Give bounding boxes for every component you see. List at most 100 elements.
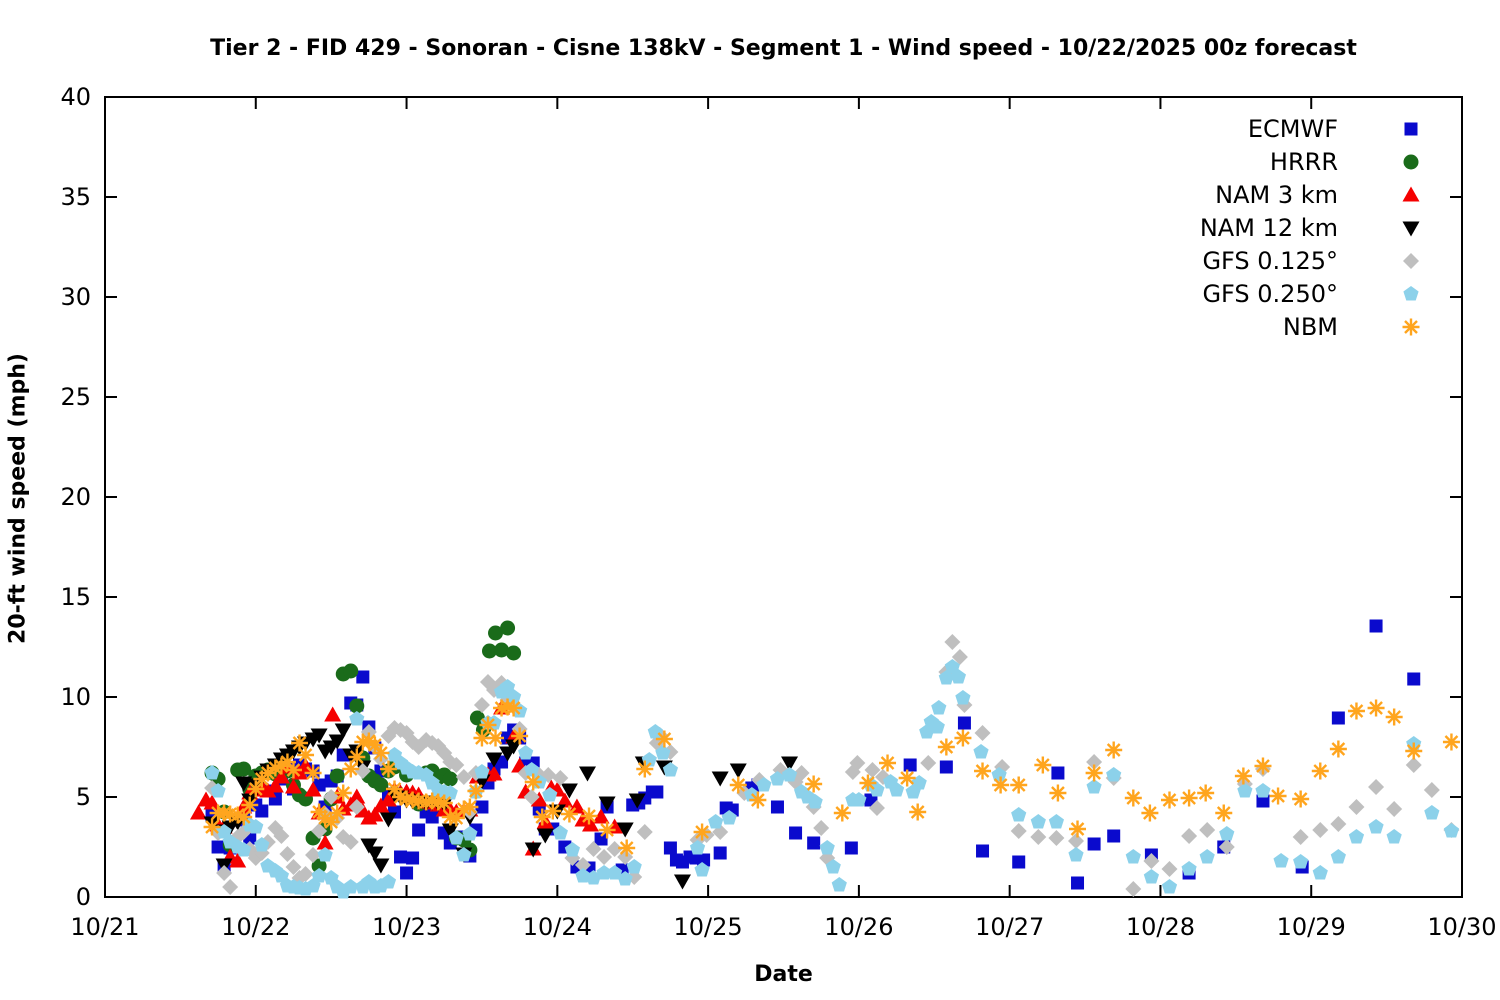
gfs-0-250-point bbox=[456, 847, 472, 862]
gfs-0-125-point bbox=[864, 762, 881, 778]
nbm-point bbox=[1085, 764, 1103, 782]
nam-12-km-point bbox=[536, 828, 554, 844]
nam-12-km-point bbox=[711, 771, 729, 787]
nbm-point bbox=[435, 794, 453, 812]
nam-12-km-point bbox=[578, 766, 596, 782]
x-tick-label: 10/26 bbox=[824, 913, 893, 941]
nbm-point bbox=[487, 729, 505, 747]
nam-12-km-point bbox=[673, 874, 691, 890]
nam-12-km-point bbox=[310, 728, 328, 744]
ecmwf-point bbox=[406, 851, 420, 865]
nbm-point bbox=[1367, 699, 1385, 717]
nbm-point bbox=[533, 808, 551, 826]
ecmwf-point bbox=[356, 670, 370, 684]
ecmwf-point bbox=[1407, 672, 1421, 686]
hrrr-point bbox=[373, 777, 389, 793]
nbm-point bbox=[1049, 784, 1067, 802]
y-tick-label: 35 bbox=[60, 183, 91, 211]
gfs-0-125-point bbox=[1386, 801, 1403, 817]
gfs-0-125-point bbox=[285, 859, 302, 875]
gfs-0-250-point bbox=[1219, 826, 1235, 841]
gfs-0-125-point bbox=[279, 846, 296, 862]
nbm-point bbox=[992, 776, 1010, 794]
nbm-point bbox=[322, 813, 340, 831]
nbm-point bbox=[1197, 784, 1215, 802]
ecmwf-point bbox=[844, 841, 858, 855]
nbm-point bbox=[1234, 767, 1252, 785]
gfs-0-250-point bbox=[950, 669, 967, 684]
gfs-0-250-point bbox=[1255, 783, 1271, 798]
nbm-point bbox=[805, 775, 823, 793]
nam-12-km-point bbox=[235, 776, 253, 792]
nam-3-km-point bbox=[259, 782, 277, 798]
nam-3-km-point bbox=[316, 834, 334, 850]
legend-item-nbm: NBM bbox=[1200, 310, 1440, 343]
nbm-point bbox=[974, 762, 992, 780]
gfs-0-250-point bbox=[311, 868, 327, 883]
nbm-point bbox=[749, 791, 767, 809]
gfs-0-250-point bbox=[662, 762, 679, 777]
ecmwf-point bbox=[1071, 876, 1085, 890]
gfs-0-250-point bbox=[552, 825, 568, 840]
gfs-0-250-point bbox=[1312, 865, 1328, 880]
gfs-0-250-point bbox=[1181, 861, 1197, 876]
gfs-0-125-point bbox=[354, 763, 371, 779]
hrrr-point bbox=[506, 645, 522, 661]
chart-title: Tier 2 - FID 429 - Sonoran - Cisne 138kV… bbox=[210, 36, 1357, 61]
gfs-0-250-point bbox=[596, 865, 612, 880]
nam-3-km-point bbox=[592, 808, 610, 824]
hrrr-point bbox=[481, 643, 497, 659]
gfs-0-250-point bbox=[888, 782, 905, 797]
gfs-0-250-point bbox=[505, 689, 522, 704]
nam-3-km-point bbox=[366, 806, 384, 822]
gfs-0-125-point bbox=[1292, 829, 1309, 845]
gfs-0-250-point bbox=[1011, 807, 1027, 822]
nam-12-km-point bbox=[379, 812, 397, 828]
nbm-point bbox=[1385, 708, 1403, 726]
nam-12-km-point bbox=[560, 783, 578, 799]
gfs-0-125-point bbox=[813, 820, 830, 836]
gfs-0-250-point bbox=[831, 877, 847, 892]
gfs-0-250-point bbox=[955, 690, 971, 705]
gfs-0-250-point bbox=[1348, 829, 1365, 844]
nbm-point bbox=[1124, 789, 1142, 807]
gfs-0-125-point bbox=[1143, 853, 1160, 869]
gfs-0-250-point bbox=[254, 837, 270, 852]
gfs-0-250-point bbox=[825, 859, 841, 874]
x-tick-label: 10/25 bbox=[674, 913, 743, 941]
gfs-0-250-point bbox=[1086, 779, 1102, 794]
ecmwf-point bbox=[1107, 829, 1121, 843]
ecmwf-point bbox=[211, 840, 225, 854]
gfs-0-250-point bbox=[1048, 814, 1065, 829]
ecmwf-point bbox=[1256, 794, 1270, 808]
gfs-0-125-point bbox=[273, 828, 290, 844]
nbm-point bbox=[544, 802, 562, 820]
nam-12-km-point bbox=[628, 793, 646, 809]
gfs-0-250-point bbox=[499, 679, 516, 694]
ecmwf-point bbox=[713, 846, 727, 860]
legend-label: NAM 3 km bbox=[1215, 180, 1338, 209]
nam-3-km-point bbox=[229, 852, 247, 868]
nam-3-km-point bbox=[485, 765, 503, 781]
nbm-point bbox=[304, 764, 322, 782]
legend-label: GFS 0.125° bbox=[1202, 246, 1338, 275]
nbm-point bbox=[909, 803, 927, 821]
nbm-point bbox=[334, 784, 352, 802]
ecmwf-point bbox=[475, 800, 489, 814]
nbm-point bbox=[241, 796, 259, 814]
gfs-0-125-point bbox=[1330, 816, 1347, 832]
legend-item-ecmwf: ECMWF bbox=[1200, 112, 1440, 145]
gfs-0-250-point bbox=[689, 840, 706, 855]
gfs-0-125-point bbox=[606, 841, 623, 857]
gfs-0-125-point bbox=[944, 634, 961, 650]
gfs-0-125-point bbox=[523, 789, 540, 805]
gfs-0-250-point bbox=[1386, 829, 1402, 844]
nam-3-km-point bbox=[266, 777, 284, 793]
gfs-0-250-point bbox=[991, 767, 1007, 782]
x-tick-label: 10/28 bbox=[1126, 913, 1195, 941]
gfs-0-250-point bbox=[756, 777, 772, 792]
gfs-0-125-point bbox=[455, 769, 472, 785]
gfs-0-250-point bbox=[807, 794, 823, 809]
nbm-point bbox=[1180, 789, 1198, 807]
